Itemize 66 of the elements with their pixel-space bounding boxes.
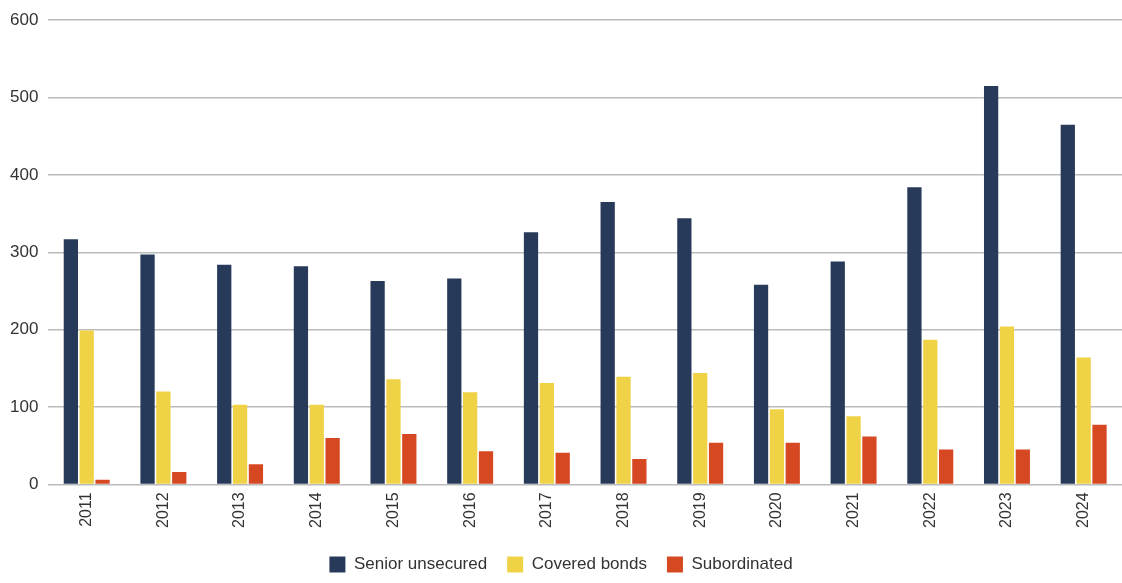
x-tick-label: 2022	[920, 492, 938, 528]
x-tick-label: 2012	[153, 492, 171, 528]
bar	[1060, 124, 1075, 484]
bar	[846, 416, 861, 484]
bar	[632, 458, 647, 484]
bar	[862, 436, 877, 484]
bar	[463, 392, 478, 484]
bar	[172, 472, 187, 484]
y-tick-label: 300	[9, 241, 39, 261]
bar	[983, 85, 999, 484]
bar	[830, 261, 845, 484]
bar	[616, 376, 631, 484]
bar	[140, 254, 155, 484]
bar	[309, 404, 324, 484]
bar	[1015, 449, 1030, 484]
x-tick-label: 2011	[77, 492, 95, 527]
bar	[156, 391, 171, 484]
y-tick-label: 600	[9, 9, 39, 29]
x-tick-label: 2016	[460, 492, 478, 528]
bar	[693, 373, 708, 484]
y-tick-label: 400	[9, 164, 39, 184]
bar	[386, 379, 401, 484]
x-tick-label: 2024	[1074, 492, 1092, 528]
y-tick-label: 100	[9, 396, 39, 416]
x-tick-label: 2020	[767, 492, 785, 528]
bar	[1092, 424, 1107, 484]
bar	[293, 266, 309, 484]
bar	[939, 449, 954, 484]
bar	[555, 452, 570, 484]
bar	[478, 451, 494, 484]
bar	[232, 404, 248, 484]
bar	[95, 479, 110, 484]
y-tick-label: 0	[28, 474, 39, 494]
x-tick-label: 2023	[997, 492, 1015, 528]
bar	[523, 232, 539, 484]
bar	[79, 330, 94, 484]
legend-label: Subordinated	[691, 554, 793, 574]
bar	[708, 442, 724, 484]
y-tick-label: 500	[9, 87, 39, 107]
x-tick-label: 2017	[537, 492, 555, 528]
bar	[923, 339, 938, 484]
y-tick-label: 200	[9, 319, 39, 339]
bar	[907, 187, 922, 484]
bar	[600, 202, 615, 484]
bar	[999, 326, 1015, 484]
legend-label: Covered bonds	[531, 554, 647, 574]
x-tick-label: 2014	[307, 492, 325, 528]
bar	[325, 437, 340, 484]
bar	[1076, 357, 1091, 484]
x-tick-label: 2015	[383, 492, 401, 528]
bar	[769, 409, 785, 484]
bar	[248, 464, 264, 484]
x-tick-label: 2021	[844, 492, 861, 528]
x-tick-label: 2013	[230, 492, 248, 528]
bar	[785, 442, 800, 484]
bar	[63, 239, 78, 484]
bar	[539, 383, 554, 484]
x-tick-label: 2018	[613, 492, 631, 528]
bar	[217, 264, 232, 484]
legend-label: Senior unsecured	[353, 554, 488, 574]
bar	[370, 280, 385, 484]
bar	[402, 434, 417, 484]
bar	[447, 278, 462, 484]
bar	[677, 218, 692, 484]
bar	[753, 284, 769, 484]
x-tick-label: 2019	[690, 492, 708, 528]
